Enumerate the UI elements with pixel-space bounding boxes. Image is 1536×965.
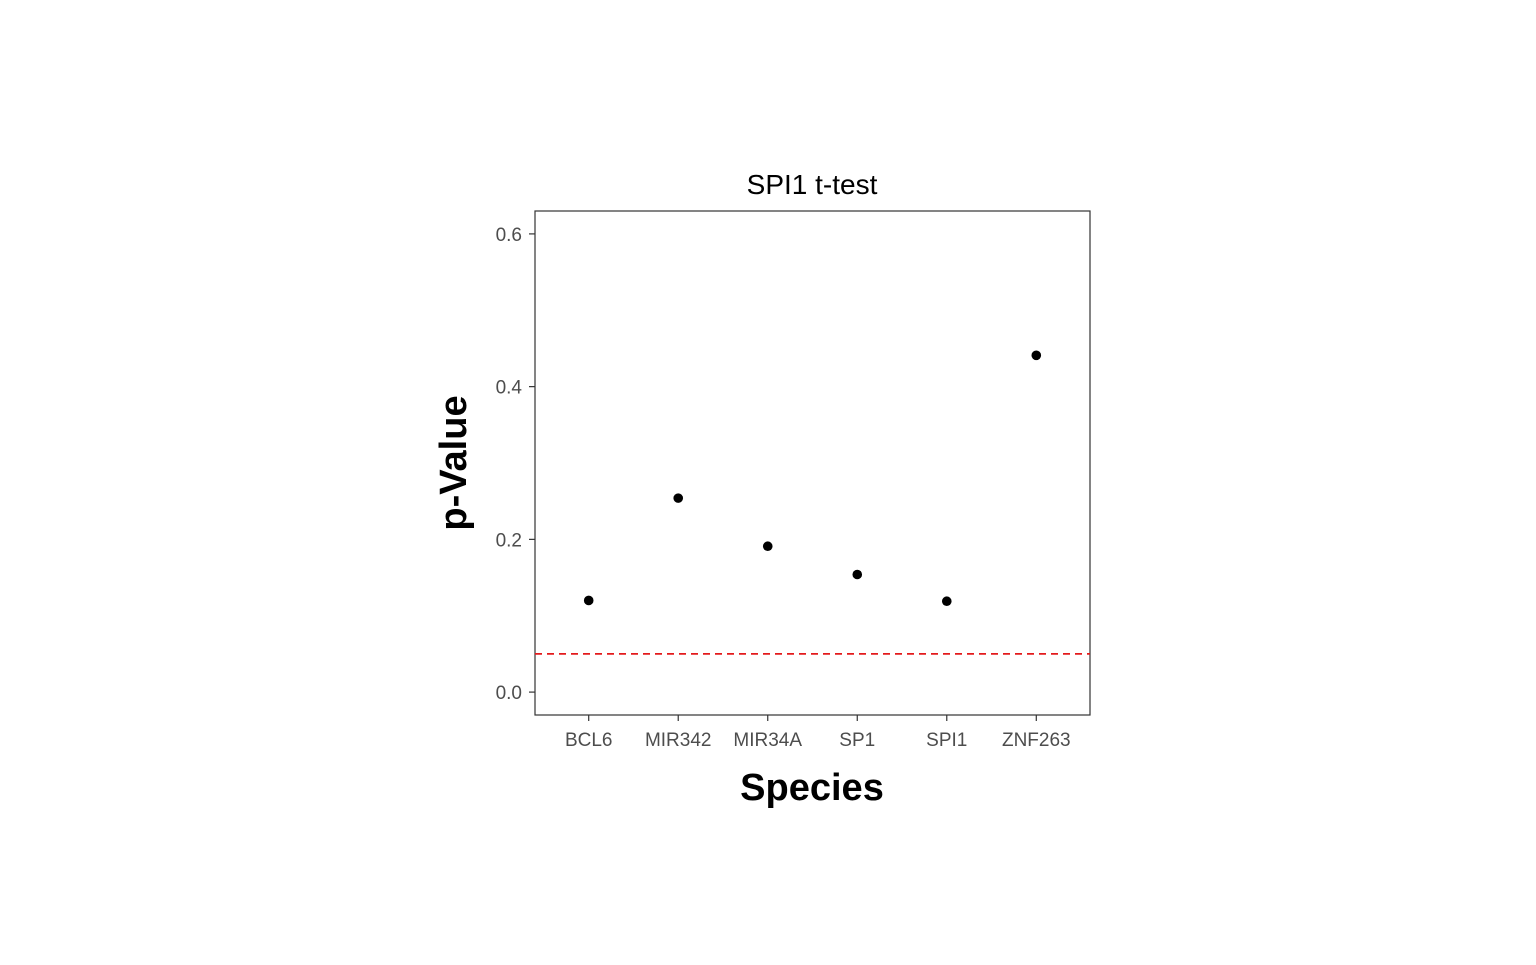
x-tick-label: ZNF263 [1002, 730, 1071, 751]
x-tick-label: SPI1 [926, 730, 967, 751]
data-point-sp1 [852, 569, 863, 580]
data-point-znf263 [1031, 350, 1042, 361]
x-tick-label: MIR342 [645, 730, 712, 751]
y-tick-label: 0.6 [496, 225, 522, 246]
plot-area: 0.0 0.2 0.4 0.6 BCL6 MIR342 MIR34A SP1 SPI1 ZNF26… [496, 210, 1091, 751]
x-tick-label: MIR34A [733, 730, 802, 751]
y-axis-title: p-Value [433, 395, 475, 530]
y-tick-label: 0.2 [496, 530, 522, 551]
data-point-bcl6 [583, 595, 594, 606]
y-tick-label: 0.0 [496, 683, 522, 704]
x-tick-label: BCL6 [565, 730, 613, 751]
x-tick-label: SP1 [839, 730, 875, 751]
plot-frame [534, 210, 1091, 716]
y-tick-label: 0.4 [496, 378, 523, 399]
x-axis-title: Species [740, 767, 884, 809]
data-point-mir342 [673, 493, 684, 503]
data-point-mir34a [762, 541, 773, 552]
chart-title: SPI1 t-test [747, 169, 878, 200]
data-point-spi1 [941, 596, 952, 607]
